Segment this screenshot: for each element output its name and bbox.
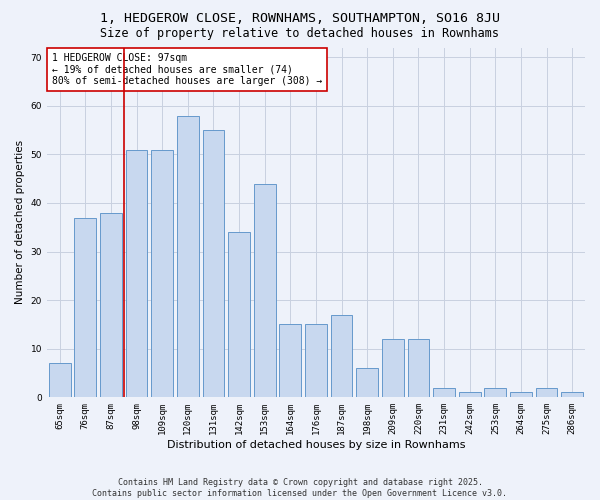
Bar <box>305 324 327 398</box>
Bar <box>382 339 404 398</box>
Bar <box>126 150 148 398</box>
Bar <box>331 314 352 398</box>
Bar <box>280 324 301 398</box>
Bar <box>433 388 455 398</box>
Bar <box>561 392 583 398</box>
Bar <box>228 232 250 398</box>
Bar <box>510 392 532 398</box>
Text: Size of property relative to detached houses in Rownhams: Size of property relative to detached ho… <box>101 28 499 40</box>
Y-axis label: Number of detached properties: Number of detached properties <box>15 140 25 304</box>
Text: 1 HEDGEROW CLOSE: 97sqm
← 19% of detached houses are smaller (74)
80% of semi-de: 1 HEDGEROW CLOSE: 97sqm ← 19% of detache… <box>52 52 323 86</box>
Bar <box>203 130 224 398</box>
Bar <box>100 212 122 398</box>
Bar <box>74 218 96 398</box>
Bar <box>151 150 173 398</box>
Bar <box>254 184 275 398</box>
Bar <box>177 116 199 398</box>
X-axis label: Distribution of detached houses by size in Rownhams: Distribution of detached houses by size … <box>167 440 465 450</box>
Bar <box>356 368 378 398</box>
Bar <box>536 388 557 398</box>
Text: 1, HEDGEROW CLOSE, ROWNHAMS, SOUTHAMPTON, SO16 8JU: 1, HEDGEROW CLOSE, ROWNHAMS, SOUTHAMPTON… <box>100 12 500 26</box>
Bar <box>407 339 430 398</box>
Bar <box>459 392 481 398</box>
Bar <box>484 388 506 398</box>
Text: Contains HM Land Registry data © Crown copyright and database right 2025.
Contai: Contains HM Land Registry data © Crown c… <box>92 478 508 498</box>
Bar <box>49 364 71 398</box>
